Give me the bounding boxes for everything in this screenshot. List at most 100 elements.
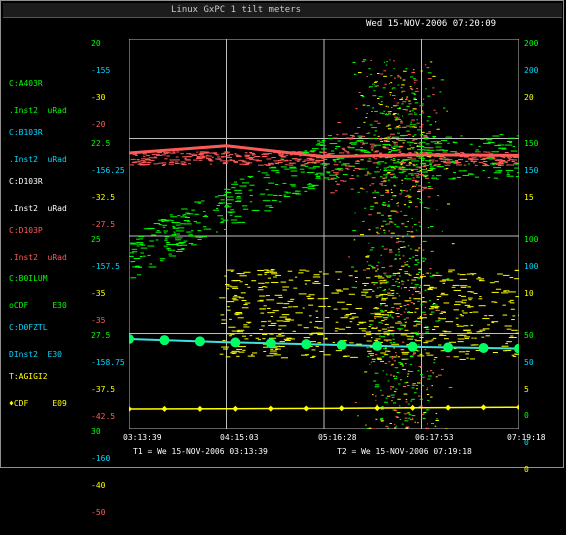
noise-red bbox=[217, 159, 222, 160]
noise-burst bbox=[374, 282, 378, 283]
noise-burst bbox=[420, 170, 422, 171]
noise-red bbox=[316, 162, 320, 163]
noise-green bbox=[263, 200, 271, 201]
noise-burst bbox=[393, 158, 395, 159]
noise-red bbox=[324, 163, 329, 164]
title-bar[interactable]: Linux GxPC 1 tilt meters bbox=[3, 3, 562, 18]
noise-red bbox=[399, 146, 403, 147]
noise-burst bbox=[401, 364, 403, 365]
noise-burst bbox=[407, 359, 409, 360]
noise-burst bbox=[384, 140, 388, 141]
noise-yellow bbox=[226, 356, 231, 357]
noise-green bbox=[337, 158, 345, 159]
noise-burst bbox=[381, 395, 384, 396]
noise-burst bbox=[397, 159, 399, 160]
noise-burst bbox=[411, 89, 413, 90]
noise-green bbox=[514, 168, 519, 169]
tilt-plot[interactable] bbox=[129, 39, 519, 429]
noise-green bbox=[491, 151, 499, 152]
noise-burst bbox=[400, 164, 402, 165]
noise-yellow bbox=[419, 337, 423, 338]
noise-burst bbox=[414, 264, 417, 265]
left-scale-4: 30 -160 -40 -50 bbox=[91, 409, 110, 535]
noise-burst bbox=[401, 161, 404, 162]
noise-green bbox=[258, 171, 260, 172]
noise-yellow bbox=[288, 271, 293, 272]
left-scale-3-cyan: -158.75 bbox=[91, 358, 125, 367]
noise-yellow bbox=[515, 270, 518, 271]
noise-burst bbox=[369, 185, 371, 186]
noise-burst bbox=[432, 87, 434, 88]
noise-yellow bbox=[505, 343, 507, 344]
noise-green bbox=[147, 246, 154, 247]
series-cyan-marker bbox=[266, 338, 276, 348]
noise-yellow bbox=[448, 270, 455, 271]
noise-yellow bbox=[461, 296, 466, 297]
noise-red bbox=[381, 181, 386, 182]
noise-burst bbox=[367, 356, 369, 357]
channel-5-name: C:D0FZTL bbox=[9, 323, 62, 332]
noise-green bbox=[178, 251, 183, 252]
noise-burst bbox=[431, 385, 433, 386]
noise-burst bbox=[376, 227, 379, 228]
noise-burst bbox=[376, 167, 379, 168]
noise-burst bbox=[387, 191, 389, 192]
noise-yellow bbox=[234, 295, 237, 296]
noise-red bbox=[365, 175, 368, 176]
noise-green bbox=[493, 167, 501, 168]
noise-yellow bbox=[384, 354, 389, 355]
noise-red bbox=[198, 160, 202, 161]
noise-green bbox=[446, 137, 452, 138]
noise-burst bbox=[414, 332, 418, 333]
noise-burst bbox=[414, 134, 416, 135]
noise-red bbox=[337, 177, 339, 178]
noise-burst bbox=[369, 324, 372, 325]
noise-green bbox=[468, 163, 470, 164]
noise-yellow bbox=[444, 338, 449, 339]
noise-green bbox=[264, 210, 271, 211]
noise-yellow bbox=[273, 310, 279, 311]
noise-burst bbox=[384, 310, 387, 311]
noise-yellow bbox=[258, 283, 265, 284]
noise-green bbox=[262, 172, 268, 173]
noise-green bbox=[139, 238, 143, 239]
noise-yellow bbox=[416, 274, 419, 275]
noise-burst bbox=[418, 321, 421, 322]
noise-burst bbox=[427, 208, 430, 209]
noise-yellow bbox=[336, 289, 342, 290]
noise-burst bbox=[365, 257, 369, 258]
noise-yellow bbox=[429, 308, 434, 309]
noise-yellow bbox=[376, 338, 381, 339]
noise-red bbox=[345, 151, 349, 152]
noise-burst bbox=[407, 385, 410, 386]
noise-burst bbox=[384, 144, 388, 145]
noise-burst bbox=[406, 401, 408, 402]
noise-burst bbox=[384, 319, 387, 320]
noise-burst bbox=[370, 209, 373, 210]
noise-green bbox=[483, 161, 487, 162]
noise-yellow bbox=[275, 275, 281, 276]
noise-burst bbox=[390, 219, 391, 220]
noise-burst bbox=[429, 268, 431, 269]
noise-green bbox=[191, 210, 195, 211]
noise-yellow bbox=[473, 312, 479, 313]
noise-burst bbox=[360, 234, 364, 235]
noise-burst bbox=[404, 305, 407, 306]
noise-yellow bbox=[453, 309, 459, 310]
noise-green bbox=[335, 148, 337, 149]
noise-burst bbox=[375, 192, 379, 193]
noise-burst bbox=[389, 92, 391, 93]
noise-red bbox=[382, 178, 387, 179]
noise-burst bbox=[418, 269, 421, 270]
noise-red bbox=[336, 169, 340, 170]
noise-burst bbox=[416, 152, 418, 153]
noise-yellow bbox=[318, 342, 322, 343]
noise-red bbox=[293, 163, 296, 164]
noise-green bbox=[159, 224, 162, 225]
noise-burst bbox=[435, 426, 437, 427]
noise-yellow bbox=[482, 318, 489, 319]
noise-yellow bbox=[375, 307, 378, 308]
noise-green bbox=[377, 163, 380, 164]
noise-burst bbox=[378, 280, 380, 281]
noise-green bbox=[281, 166, 287, 167]
